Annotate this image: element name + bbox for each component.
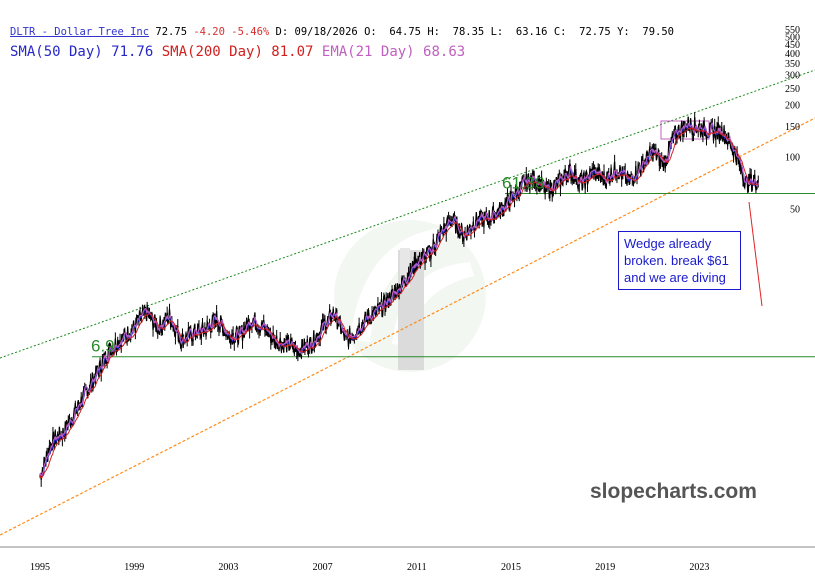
- price-change: -4.20: [193, 26, 225, 38]
- sma200-line: [39, 126, 759, 479]
- upper-trendline: [0, 69, 815, 359]
- quote-date: 09/18/2026: [294, 26, 358, 38]
- x-tick-label: 2023: [689, 562, 709, 573]
- open-label: O:: [364, 26, 377, 38]
- price-change-pct: -5.46%: [231, 26, 270, 38]
- projection-line: [748, 201, 763, 307]
- x-tick-label: 1999: [124, 562, 144, 573]
- y-tick-label: 50: [790, 204, 800, 215]
- y-label: Y:: [617, 26, 630, 38]
- price-series: [39, 112, 759, 487]
- lower-trendline: [0, 117, 815, 536]
- y-tick-label: 150: [785, 122, 800, 133]
- y-tick-label: 350: [785, 59, 800, 70]
- close-label: C:: [553, 26, 567, 38]
- peak-box: [660, 120, 710, 140]
- x-tick-label: 2003: [218, 562, 238, 573]
- low-value: 63.16: [515, 26, 548, 38]
- y-tick-label: 450: [785, 40, 800, 51]
- level-label-low: 6.9: [91, 337, 115, 356]
- axes: 1995 1999 2003 2007 2011 2015 2019 2023 50 100 150…: [0, 25, 815, 573]
- annotation-note: Wedge already broken. break $61 and we a…: [618, 231, 741, 290]
- chart-labels: 6.9 61.38: [91, 173, 545, 355]
- open-value: 64.75: [389, 26, 421, 38]
- high-value: 78.35: [452, 26, 485, 38]
- y-tick-label: 100: [785, 153, 800, 164]
- sma200-legend[interactable]: SMA(200 Day) 81.07: [161, 44, 314, 60]
- x-tick-label: 2007: [313, 562, 333, 573]
- trendlines: [0, 69, 815, 536]
- symbol-link[interactable]: DLTR - Dollar Tree Inc: [10, 26, 150, 38]
- y-tick-label: 250: [785, 84, 800, 95]
- level-label-high: 61.38: [502, 173, 545, 192]
- date-label: D:: [275, 26, 289, 38]
- sma50-legend[interactable]: SMA(50 Day) 71.76: [10, 44, 154, 60]
- y-tick-label: 400: [785, 49, 800, 60]
- y-tick-label: 550: [785, 25, 800, 36]
- x-tick-label: 2015: [501, 562, 521, 573]
- y-tick-label: 200: [785, 101, 800, 112]
- y-tick-label: 500: [785, 32, 800, 43]
- close-value: 72.75: [579, 26, 611, 38]
- high-label: H:: [427, 26, 440, 38]
- x-tick-label: 2011: [407, 562, 427, 573]
- last-price: 72.75: [155, 26, 188, 38]
- quote-header: DLTR - Dollar Tree Inc 72.75 -4.20 -5.46…: [10, 26, 674, 38]
- x-tick-label: 2019: [595, 562, 615, 573]
- y-value: 79.50: [642, 26, 674, 38]
- ema21-line: [39, 122, 759, 476]
- indicator-legend: SMA(50 Day) 71.76 SMA(200 Day) 81.07 EMA…: [10, 44, 465, 60]
- x-tick-label: 1995: [30, 562, 50, 573]
- y-tick-label: 300: [785, 70, 800, 81]
- watermark-text: slopecharts.com: [590, 480, 757, 503]
- low-label: L:: [490, 26, 504, 38]
- ema21-legend[interactable]: EMA(21 Day) 68.63: [321, 44, 466, 60]
